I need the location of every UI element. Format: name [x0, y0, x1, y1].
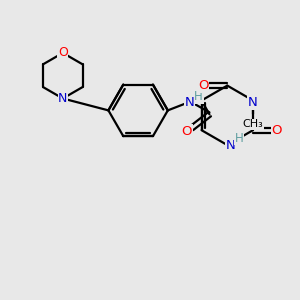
Text: O: O	[272, 124, 282, 137]
Text: N: N	[58, 92, 68, 105]
Text: O: O	[182, 125, 192, 138]
Text: H: H	[235, 132, 244, 145]
Text: O: O	[58, 46, 68, 59]
Text: O: O	[198, 79, 209, 92]
Text: CH₃: CH₃	[243, 119, 263, 129]
Text: N: N	[225, 139, 235, 152]
Text: N: N	[185, 96, 194, 109]
Text: N: N	[248, 96, 258, 109]
Text: H: H	[194, 90, 203, 103]
